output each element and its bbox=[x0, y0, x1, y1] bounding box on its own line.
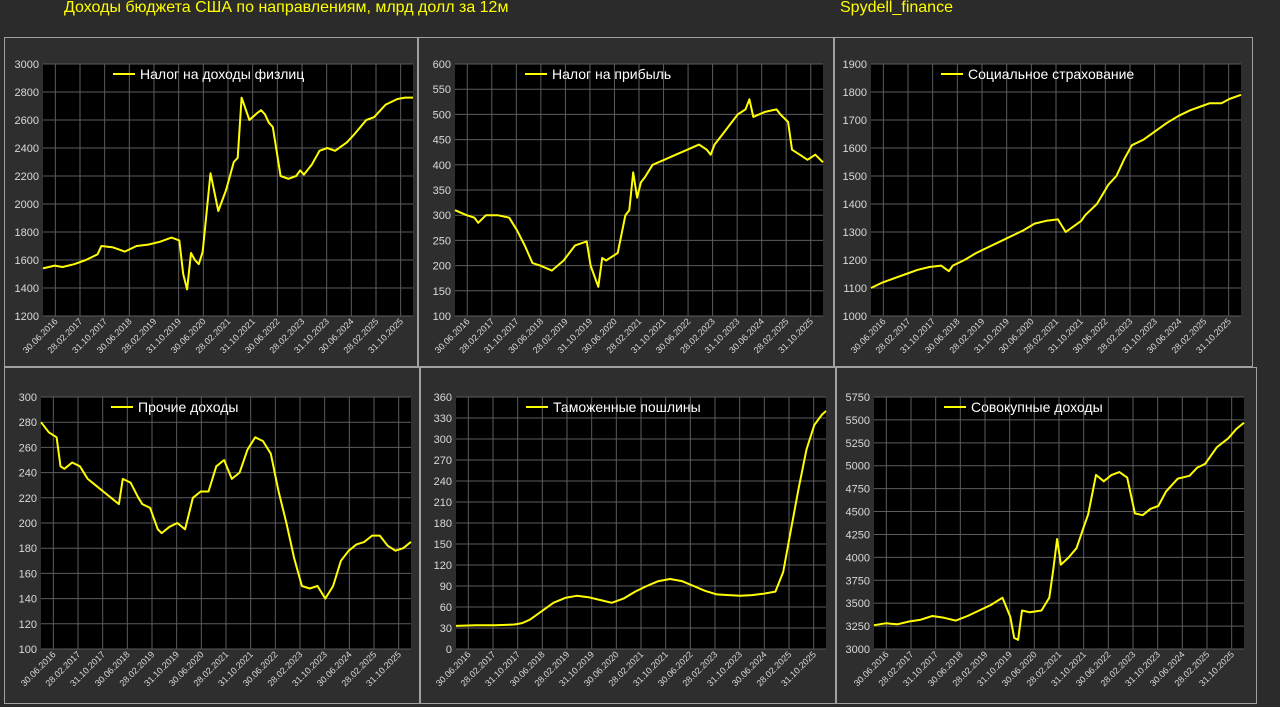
y-tick-label: 360 bbox=[434, 392, 452, 404]
y-tick-label: 1800 bbox=[15, 227, 39, 239]
y-tick-label: 300 bbox=[434, 434, 452, 446]
y-tick-label: 1100 bbox=[843, 283, 867, 295]
legend-label: Прочие доходы bbox=[138, 399, 238, 415]
y-tick-label: 250 bbox=[433, 235, 451, 247]
y-tick-label: 3250 bbox=[846, 621, 870, 633]
legend-label: Налог на прибыль bbox=[552, 66, 671, 82]
y-tick-label: 1500 bbox=[843, 171, 867, 183]
chart-customs-duties: 030609012015018021024027030033036030.06.… bbox=[434, 392, 827, 688]
y-tick-label: 400 bbox=[433, 160, 451, 172]
y-tick-label: 150 bbox=[433, 286, 451, 298]
chart-social-insurance: 1000 1100 1200 1300 1400 1500 1600 1700 1800 1900… bbox=[843, 59, 1242, 355]
y-tick-label: 300 bbox=[19, 392, 37, 404]
y-tick-label: 5000 bbox=[846, 461, 870, 473]
y-tick-label: 160 bbox=[19, 568, 37, 580]
y-tick-label: 1200 bbox=[15, 311, 39, 323]
y-tick-label: 1600 bbox=[15, 255, 39, 267]
y-tick-label: 3000 bbox=[846, 644, 870, 656]
chart-other-revenue: 10012014016018020022024026028030030.06.2… bbox=[19, 392, 412, 688]
chart-total-revenue: 3000 3250 3500 3750 4000 4250 4500 4750 5000 5250… bbox=[846, 392, 1245, 688]
y-tick-label: 1400 bbox=[843, 199, 867, 211]
report-title: Доходы бюджета США по направлениям, млрд… bbox=[64, 0, 509, 16]
y-tick-label: 90 bbox=[440, 581, 452, 593]
y-tick-label: 2200 bbox=[15, 171, 39, 183]
y-tick-label: 3750 bbox=[846, 575, 870, 587]
y-tick-label: 100 bbox=[19, 644, 37, 656]
y-tick-label: 240 bbox=[19, 468, 37, 480]
y-tick-label: 2800 bbox=[15, 87, 39, 99]
y-tick-label: 1800 bbox=[843, 87, 867, 99]
y-tick-label: 30 bbox=[440, 623, 452, 635]
y-tick-label: 1400 bbox=[15, 283, 39, 295]
y-tick-label: 4500 bbox=[846, 507, 870, 519]
y-tick-label: 270 bbox=[434, 455, 452, 467]
y-tick-label: 260 bbox=[19, 442, 37, 454]
y-tick-label: 180 bbox=[19, 543, 37, 555]
chart-panel-corporate-tax: 100 150 200 250 300 350 400 450 500 550 600 30.06.2… bbox=[418, 37, 834, 367]
y-tick-label: 140 bbox=[19, 594, 37, 606]
y-tick-label: 0 bbox=[446, 644, 452, 656]
brand-label: Spydell_finance bbox=[840, 0, 953, 16]
chart-panel-total-revenue: 3000 3250 3500 3750 4000 4250 4500 4750 5000 5250… bbox=[836, 367, 1257, 704]
y-tick-label: 200 bbox=[19, 518, 37, 530]
y-tick-label: 350 bbox=[433, 185, 451, 197]
chart-corporate-tax: 10015020025030035040045050055060030.06.2… bbox=[433, 59, 824, 355]
legend-label: Таможенные пошлины bbox=[553, 399, 701, 415]
legend-label: Совокупные доходы bbox=[971, 399, 1103, 415]
series-line bbox=[870, 93, 1242, 289]
y-tick-label: 4000 bbox=[846, 552, 870, 564]
legend-label: Налог на доходы физлиц bbox=[140, 66, 304, 82]
y-tick-label: 300 bbox=[433, 210, 451, 222]
y-tick-label: 550 bbox=[433, 84, 451, 96]
series-line bbox=[42, 96, 413, 291]
y-tick-label: 4250 bbox=[846, 529, 870, 541]
y-tick-label: 450 bbox=[433, 135, 451, 147]
series-line bbox=[455, 410, 827, 627]
y-tick-label: 2000 bbox=[15, 199, 39, 211]
y-tick-label: 500 bbox=[433, 109, 451, 121]
y-tick-label: 1300 bbox=[843, 227, 867, 239]
y-tick-label: 220 bbox=[19, 493, 37, 505]
y-tick-label: 150 bbox=[434, 539, 452, 551]
y-tick-label: 280 bbox=[19, 417, 37, 429]
y-tick-label: 2400 bbox=[15, 143, 39, 155]
series-line bbox=[454, 98, 824, 288]
chart-panel-social-insurance: 1000 1100 1200 1300 1400 1500 1600 1700 1800 1900… bbox=[834, 37, 1253, 367]
y-tick-label: 5500 bbox=[846, 415, 870, 427]
series-line bbox=[873, 421, 1245, 641]
y-tick-label: 240 bbox=[434, 476, 452, 488]
series-line bbox=[40, 421, 412, 600]
y-tick-label: 2600 bbox=[15, 115, 39, 127]
y-tick-label: 180 bbox=[434, 518, 452, 530]
y-tick-label: 200 bbox=[433, 261, 451, 273]
y-tick-label: 1600 bbox=[843, 143, 867, 155]
legend-label: Социальное страхование bbox=[968, 66, 1134, 82]
chart-income-tax: 1200 1400 1600 1800 2000 2200 2400 2600 2800 3000… bbox=[15, 59, 413, 355]
y-tick-label: 5250 bbox=[846, 438, 870, 450]
y-tick-label: 3000 bbox=[15, 59, 39, 71]
y-tick-label: 210 bbox=[434, 497, 452, 509]
y-tick-label: 100 bbox=[433, 311, 451, 323]
y-tick-label: 120 bbox=[19, 619, 37, 631]
y-tick-label: 3500 bbox=[846, 598, 870, 610]
y-tick-label: 60 bbox=[440, 602, 452, 614]
y-tick-label: 1900 bbox=[843, 59, 867, 71]
y-tick-label: 1700 bbox=[843, 115, 867, 127]
chart-panel-other-revenue: 100 120 140 160 180 200 220 240 260 280 300 30.06.2… bbox=[4, 367, 420, 704]
chart-panel-customs-duties: 0 30 60 90 120 150 180 210 240 270 300 330 360 30.06.… bbox=[420, 367, 836, 704]
y-tick-label: 330 bbox=[434, 413, 452, 425]
y-tick-label: 1200 bbox=[843, 255, 867, 267]
y-tick-label: 1000 bbox=[843, 311, 867, 323]
chart-panel-income-tax: 1200 1400 1600 1800 2000 2200 2400 2600 2800 3000… bbox=[4, 37, 418, 367]
y-tick-label: 5750 bbox=[846, 392, 870, 404]
y-tick-label: 120 bbox=[434, 560, 452, 572]
y-tick-label: 4750 bbox=[846, 484, 870, 496]
y-tick-label: 600 bbox=[433, 59, 451, 71]
